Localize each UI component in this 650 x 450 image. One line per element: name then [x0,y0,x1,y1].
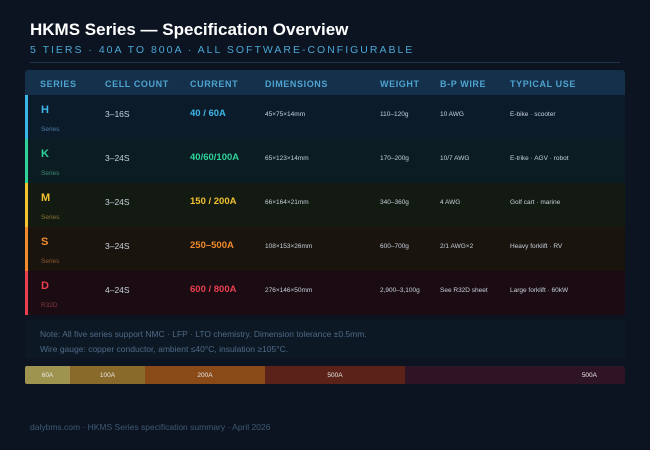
note-line-wire-gauge: Wire gauge: copper conductor, ambient ≤4… [40,344,289,354]
scale-segment: 60A [25,366,70,384]
bp-wire-value: 2/1 AWG×2 [440,243,474,250]
cell-count-value: 3–24S [105,197,130,207]
table-row: D R32D 4–24S 600 / 800A 276×146×50mm 2,9… [25,271,625,315]
dimensions-value: 108×153×26mm [265,243,313,250]
table-row: H Series 3–16S 40 / 60A 45×75×14mm 110–1… [25,95,625,139]
current-value: 250–500A [190,240,234,251]
dimensions-value: 65×123×14mm [265,155,309,162]
table-row: M Series 3–24S 150 / 200A 66×164×21mm 34… [25,183,625,227]
current-value: 40 / 60A [190,108,226,119]
series-sublabel: Series [41,126,60,133]
note-line-chemistry: Note: All five series support NMC · LFP … [40,329,367,339]
bp-wire-value: 4 AWG [440,199,461,206]
typical-use-value: Large forklift · 60kW [510,287,569,294]
scale-segment: 500A [405,366,625,384]
current-value: 150 / 200A [190,196,237,207]
typical-use-value: Golf cart · marine [510,199,561,206]
column-header-current: CURRENT [190,79,239,89]
cell-count-value: 3–24S [105,153,130,163]
series-letter: S [41,236,49,248]
footer-text: dalybms.com · HKMS Series specification … [30,422,271,432]
cell-count-value: 4–24S [105,285,130,295]
typical-use-value: E-trike · AGV · robot [510,155,569,162]
bp-wire-value: See R32D sheet [440,287,488,294]
page-subtitle: 5 TIERS · 40A TO 800A · ALL SOFTWARE-CON… [30,44,415,56]
table-row: S Series 3–24S 250–500A 108×153×26mm 600… [25,227,625,271]
typical-use-value: E-bike · scooter [510,111,556,118]
series-sublabel: R32D [41,302,58,309]
series-letter: M [41,192,51,204]
column-header-bp-wire: B-P WIRE [440,79,487,89]
bp-wire-value: 10 AWG [440,111,464,118]
column-header-typical-use: TYPICAL USE [510,79,576,89]
series-letter: H [41,104,49,116]
column-header-dimensions: DIMENSIONS [265,79,329,89]
scale-segment: 500A [265,366,405,384]
series-sublabel: Series [41,170,60,177]
dimensions-value: 45×75×14mm [265,111,306,118]
weight-value: 2,900–3,100g [380,287,420,294]
dimensions-value: 276×146×50mm [265,287,313,294]
weight-value: 110–120g [380,111,409,118]
cell-count-value: 3–24S [105,241,130,251]
series-letter: K [41,148,49,160]
typical-use-value: Heavy forklift · RV [510,243,563,250]
weight-value: 170–200g [380,155,409,162]
scale-segment: 100A [70,366,145,384]
current-scale-bar: 60A 100A 200A 500A 500A [25,366,625,384]
bp-wire-value: 10/7 AWG [440,155,470,162]
weight-value: 600–700g [380,243,409,250]
column-header-series: SERIES [40,79,77,89]
column-header-cell-count: CELL COUNT [105,79,169,89]
note-box: Note: All five series support NMC · LFP … [25,320,625,358]
series-letter: D [41,280,49,292]
weight-value: 340–360g [380,199,409,206]
column-header-weight: WEIGHT [380,79,420,89]
series-sublabel: Series [41,258,60,265]
page-title: HKMS Series — Specification Overview [30,20,349,39]
current-value: 600 / 800A [190,284,237,295]
scale-segment: 200A [145,366,265,384]
table-header: SERIES CELL COUNT CURRENT DIMENSIONS WEI… [25,70,625,95]
spec-table: SERIES CELL COUNT CURRENT DIMENSIONS WEI… [25,70,625,315]
dimensions-value: 66×164×21mm [265,199,309,206]
table-row: K Series 3–24S 40/60/100A 65×123×14mm 17… [25,139,625,183]
series-sublabel: Series [41,214,60,221]
title-divider [30,62,620,63]
current-value: 40/60/100A [190,152,240,163]
cell-count-value: 3–16S [105,109,130,119]
